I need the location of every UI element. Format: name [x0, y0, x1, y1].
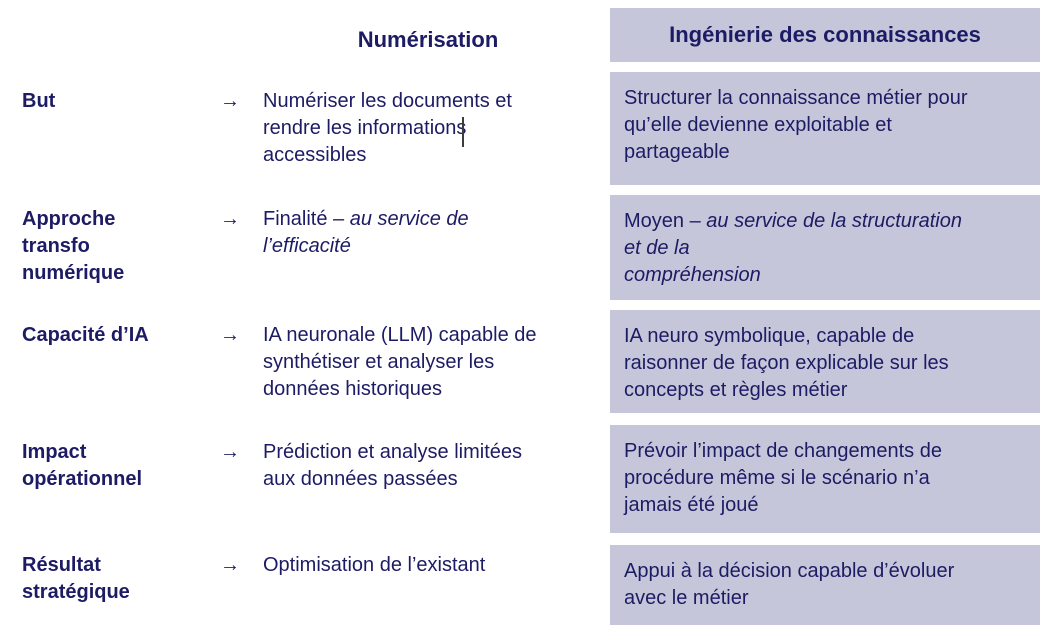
cell-numerisation-resultat: Optimisation de l’existant	[263, 552, 593, 579]
row-label-impact: Impact opérationnel	[22, 441, 143, 490]
row-label-resultat: Résultat stratégique	[22, 554, 130, 603]
cell-text: Optimisation de l’existant	[263, 554, 486, 576]
cell-numerisation-approche: Finalité – au service de l’efficacité	[263, 206, 593, 260]
arrow-icon: →	[220, 554, 240, 576]
cell-ingenierie-but: Structurer la connaissance métier pour q…	[610, 72, 1040, 185]
arrow-icon: →	[220, 90, 240, 112]
cell-text-italic: au service de l’efficacité	[263, 208, 469, 257]
cell-text: IA neuronale (LLM) capable de synthétise…	[263, 324, 537, 400]
cell-ingenierie-resultat: Appui à la décision capable d’évoluer av…	[610, 545, 1040, 625]
cell-ingenierie-impact: Prévoir l’impact de changements de procé…	[610, 425, 1040, 533]
arrow-icon: →	[220, 324, 240, 346]
cell-text: IA neuro symbolique, capable de raisonne…	[624, 325, 949, 401]
cell-numerisation-capacite-ia: IA neuronale (LLM) capable de synthétise…	[263, 322, 593, 403]
cell-numerisation-impact: Prédiction et analyse limitées aux donné…	[263, 439, 593, 493]
cell-ingenierie-approche: Moyen – au service de la structuration e…	[610, 195, 1040, 300]
cell-text-italic: au service de la structuration et de la …	[624, 210, 962, 286]
row-label-approche: Approche transfo numérique	[22, 208, 125, 284]
cell-text: Moyen –	[624, 210, 707, 232]
cell-ingenierie-capacite-ia: IA neuro symbolique, capable de raisonne…	[610, 310, 1040, 413]
cell-numerisation-but: Numériser les documents et rendre les in…	[263, 88, 593, 169]
arrow-icon: →	[220, 441, 240, 463]
cell-text: Appui à la décision capable d’évoluer av…	[624, 560, 955, 609]
cell-text: Structurer la connaissance métier pour q…	[624, 87, 968, 163]
cell-text: Prévoir l’impact de changements de procé…	[624, 440, 942, 516]
cell-text: Numériser les documents et rendre les in…	[263, 90, 512, 166]
column-header-ingenierie: Ingénierie des connaissances	[610, 8, 1040, 62]
column-header-numerisation: Numérisation	[357, 27, 499, 52]
cell-text: Finalité –	[263, 208, 350, 230]
cell-text: Prédiction et analyse limitées aux donné…	[263, 441, 523, 490]
arrow-icon: →	[220, 208, 240, 230]
row-label-but: But	[22, 90, 56, 112]
text-cursor	[462, 117, 464, 147]
row-label-capacite-ia: Capacité d’IA	[22, 324, 149, 346]
column-header-ingenierie-label: Ingénierie des connaissances	[669, 22, 981, 47]
